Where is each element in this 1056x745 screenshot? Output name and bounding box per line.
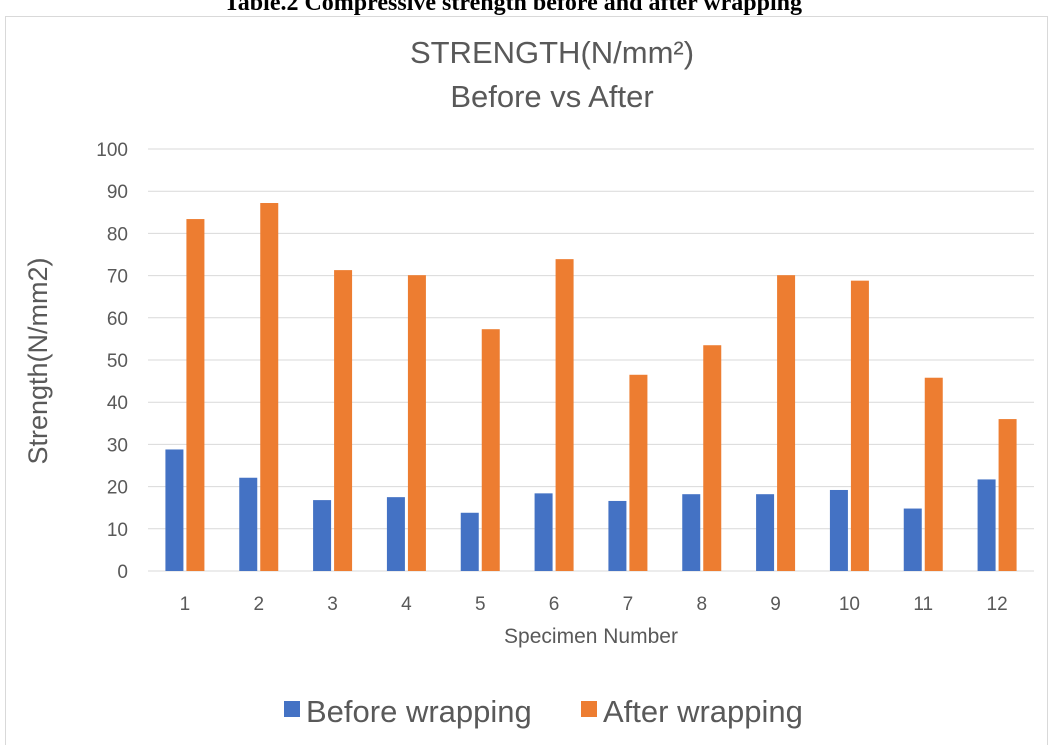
bar-after-3 <box>334 270 353 571</box>
y-tick-label: 80 <box>107 224 128 245</box>
x-tick-labels: 1 2 3 4 5 6 7 8 9 10 11 12 <box>180 594 1008 615</box>
bar-after-6 <box>555 259 574 571</box>
legend: Before wrapping After wrapping <box>284 694 803 729</box>
y-tick-label: 0 <box>117 562 128 583</box>
y-tick-label: 90 <box>107 182 128 203</box>
legend-swatch-1 <box>581 701 597 717</box>
bar-before-7 <box>608 500 627 571</box>
x-tick-label-3: 3 <box>327 594 338 615</box>
bar-after-2 <box>260 203 279 572</box>
x-tick-label-7: 7 <box>623 594 634 615</box>
y-tick-label: 10 <box>107 520 128 541</box>
bar-before-4 <box>386 497 405 571</box>
x-tick-label-11: 11 <box>913 594 933 615</box>
y-tick-label: 50 <box>107 351 128 372</box>
y-tick-label: 20 <box>107 478 128 499</box>
bar-after-5 <box>481 329 500 571</box>
y-tick-label: 100 <box>96 140 128 161</box>
bar-after-4 <box>407 275 426 571</box>
x-tick-label-10: 10 <box>839 594 860 615</box>
y-axis-label: Strength(N/mm2) <box>23 257 53 464</box>
bar-after-1 <box>186 219 205 571</box>
bar-before-8 <box>682 494 701 571</box>
y-tick-label: 30 <box>107 435 128 456</box>
x-tick-label-9: 9 <box>770 594 781 615</box>
bar-before-5 <box>460 512 479 571</box>
y-tick-label: 70 <box>107 267 128 288</box>
chart-frame <box>5 16 1048 745</box>
x-tick-label-1: 1 <box>180 594 191 615</box>
x-tick-label-6: 6 <box>549 594 560 615</box>
x-tick-label-5: 5 <box>475 594 486 615</box>
x-tick-label-4: 4 <box>401 594 412 615</box>
bar-after-10 <box>850 280 869 571</box>
legend-label-0: Before wrapping <box>306 694 532 729</box>
bars <box>165 203 1017 572</box>
y-tick-label: 60 <box>107 309 128 330</box>
x-tick-label-12: 12 <box>987 594 1008 615</box>
chart-title-line1: STRENGTH(N/mm²) <box>410 35 694 70</box>
bar-after-8 <box>703 345 722 571</box>
bar-after-11 <box>924 377 943 571</box>
x-tick-label-8: 8 <box>696 594 707 615</box>
bar-after-12 <box>998 419 1017 571</box>
x-tick-label-2: 2 <box>253 594 264 615</box>
bar-before-9 <box>756 494 775 571</box>
bar-before-12 <box>977 479 996 571</box>
bar-before-2 <box>239 477 258 571</box>
bar-before-11 <box>903 508 922 571</box>
bar-after-9 <box>777 275 796 571</box>
bar-before-6 <box>534 493 553 571</box>
legend-label-1: After wrapping <box>603 694 803 729</box>
document-heading: Table.2 Compressive strength before and … <box>224 0 803 16</box>
bar-before-1 <box>165 449 184 571</box>
bar-after-7 <box>629 374 648 571</box>
x-axis-label: Specimen Number <box>504 625 678 648</box>
gridlines <box>148 148 1034 572</box>
legend-swatch-0 <box>284 701 300 717</box>
y-tick-labels: 0 10 20 30 40 50 60 70 80 90 100 <box>96 140 128 583</box>
bar-before-3 <box>313 500 332 571</box>
bar-before-10 <box>829 489 848 571</box>
chart-title-line2: Before vs After <box>450 79 653 114</box>
y-tick-label: 40 <box>107 393 128 414</box>
